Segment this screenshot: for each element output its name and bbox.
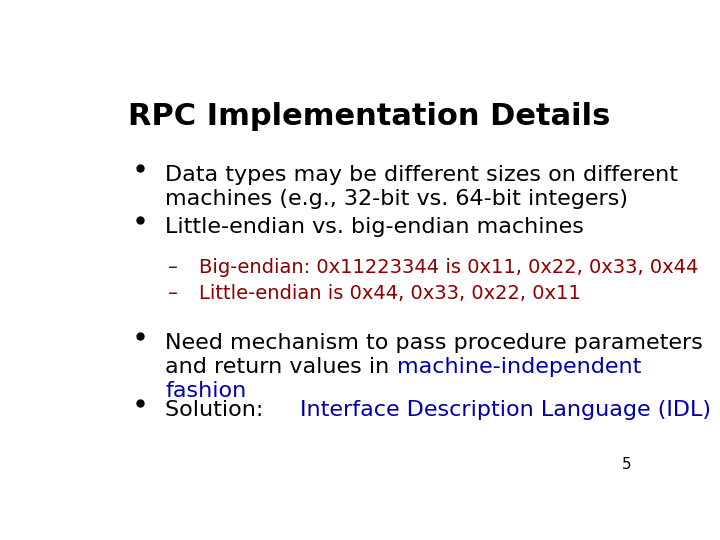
Text: fashion: fashion — [166, 381, 246, 401]
Text: –: – — [168, 258, 178, 277]
Text: RPC Implementation Details: RPC Implementation Details — [128, 102, 610, 131]
Text: Solution:: Solution: — [166, 400, 271, 420]
Text: Big-endian: 0x11223344 is 0x11, 0x22, 0x33, 0x44: Big-endian: 0x11223344 is 0x11, 0x22, 0x… — [199, 258, 698, 277]
Text: 5: 5 — [621, 457, 631, 472]
Text: machines (e.g., 32-bit vs. 64-bit integers): machines (e.g., 32-bit vs. 64-bit intege… — [166, 188, 629, 208]
Text: Data types may be different sizes on different: Data types may be different sizes on dif… — [166, 165, 678, 185]
Text: machine-independent: machine-independent — [397, 357, 642, 377]
Text: and return values in: and return values in — [166, 357, 397, 377]
Text: –: – — [168, 285, 178, 303]
Text: Little-endian is 0x44, 0x33, 0x22, 0x11: Little-endian is 0x44, 0x33, 0x22, 0x11 — [199, 285, 580, 303]
Text: Interface Description Language (IDL): Interface Description Language (IDL) — [300, 400, 711, 420]
Text: Need mechanism to pass procedure parameters: Need mechanism to pass procedure paramet… — [166, 333, 703, 353]
Text: Little-endian vs. big-endian machines: Little-endian vs. big-endian machines — [166, 217, 584, 237]
